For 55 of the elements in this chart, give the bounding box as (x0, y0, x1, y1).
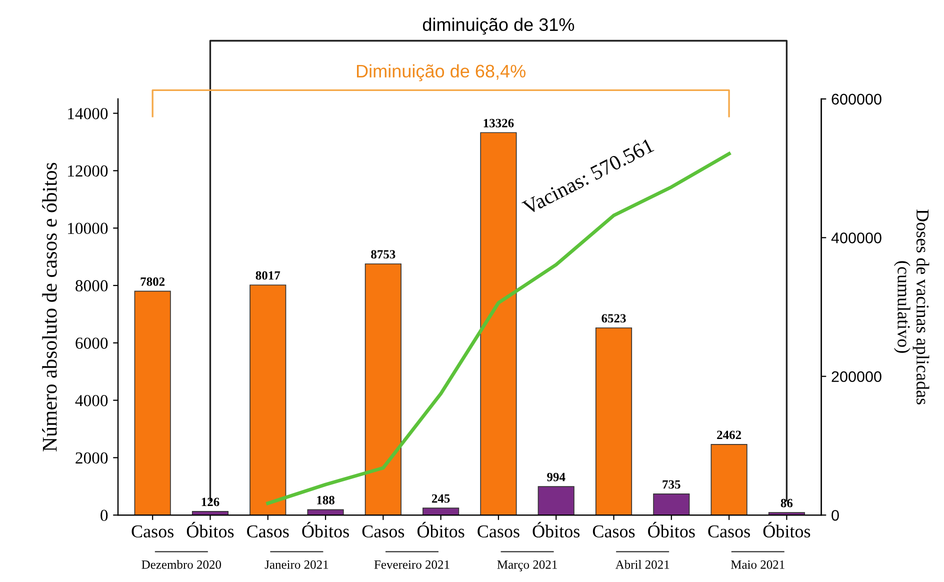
data-label: 8017 (256, 271, 280, 280)
bar (250, 284, 286, 516)
y-tick-label: 2000 (76, 452, 108, 464)
text: Fevereiro 2021 (374, 560, 450, 569)
data-label: 6523 (602, 314, 626, 323)
x-tick-label: Casos (478, 525, 520, 538)
x-tick-label: Casos (132, 525, 174, 538)
x-tick-label: Casos (247, 525, 289, 538)
text: Abril 2021 (615, 560, 670, 569)
y-tick-label: 4000 (75, 394, 108, 406)
y2-tick-label: 200000 (832, 371, 882, 382)
text: Janeiro 2021 (264, 560, 328, 569)
data-label: 86 (780, 498, 793, 508)
x-tick-label: Casos (592, 525, 635, 538)
bar (480, 132, 517, 516)
data-label: 735 (662, 480, 680, 489)
bar (653, 494, 690, 516)
x-tick-label: Óbitos (648, 522, 695, 538)
bar (538, 486, 574, 516)
x-tick-label: Óbitos (532, 522, 580, 538)
y2-tick-label: 0 (832, 510, 839, 521)
text: Maio 2021 (730, 560, 784, 569)
text: Março 2021 (497, 560, 557, 572)
data-label: 2462 (717, 430, 742, 440)
data-label: 8753 (371, 250, 396, 259)
x-tick-label: Casos (362, 525, 404, 538)
x-tick-label: Óbitos (302, 522, 349, 538)
y-tick-label: 14000 (68, 108, 108, 120)
bar (422, 508, 460, 516)
y-tick-label: 12000 (68, 165, 108, 177)
y-tick-label: 10000 (68, 222, 108, 234)
text: diminuição de 31% (422, 18, 574, 35)
bar (134, 290, 171, 516)
y-tick-label: 0 (100, 510, 108, 522)
y2-axis-title: Doses de vacinas aplicadas (cumulativo) (894, 210, 930, 404)
x-tick-label: Óbitos (763, 522, 810, 538)
y-axis-title: Número absoluto de casos e óbitos (42, 162, 57, 452)
data-label: 994 (547, 472, 566, 482)
bar (595, 327, 632, 516)
data-label: 188 (317, 496, 334, 504)
y-tick-label: 6000 (76, 338, 108, 349)
text: Diminuição de 68,4% (356, 64, 526, 82)
data-label: 126 (202, 498, 220, 506)
bar (710, 444, 748, 516)
x-tick-label: Casos (708, 525, 750, 538)
x-tick-label: Óbitos (417, 522, 464, 538)
y-tick-label: 8000 (76, 280, 108, 292)
y2-tick-label: 400000 (831, 232, 882, 244)
bar (364, 263, 402, 516)
y2-tick-label: 600000 (832, 94, 882, 105)
data-label: 7802 (140, 277, 165, 286)
data-label: 245 (432, 494, 450, 503)
text: Dezembro 2020 (142, 560, 222, 569)
data-label: 13326 (484, 118, 514, 128)
x-tick-label: Óbitos (186, 522, 234, 538)
